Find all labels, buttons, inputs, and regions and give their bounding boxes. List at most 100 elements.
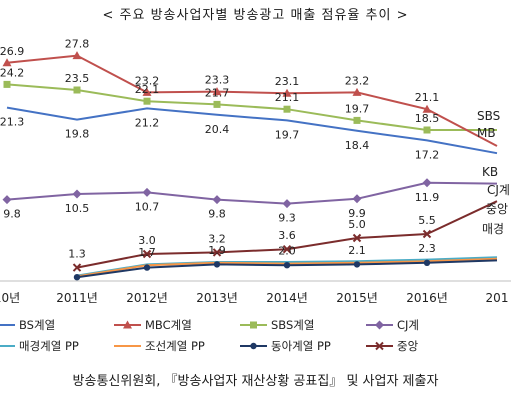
point-sbs <box>73 86 81 94</box>
point-sbs <box>353 116 361 124</box>
legend-label-cj: CJ계 <box>397 318 419 332</box>
data-label-mbc: 23.2 <box>345 74 370 87</box>
legend-label-donga: 동아계열 PP <box>271 339 331 353</box>
right-series-label: KB <box>482 165 498 179</box>
point-donga <box>353 261 361 268</box>
data-label-cj: 9.8 <box>208 208 226 221</box>
data-labels: 21.3 19.8 21.2 20.4 19.7 18.4 17.2 26.9 27.8 23.2… <box>0 38 439 261</box>
point-cj <box>422 178 432 188</box>
data-label-sbs: 21.7 <box>205 86 230 99</box>
point-donga <box>283 262 291 269</box>
legend-label-maekyung: 매경계열 PP <box>19 339 79 353</box>
chart-title: < 주요 방송사업자별 방송광고 매출 점유율 추이 > <box>102 8 409 23</box>
point-cj <box>352 194 362 204</box>
right-series-label: MB <box>477 126 496 140</box>
x-tick-label: 2015년 <box>336 291 378 305</box>
point-sbs <box>283 105 291 113</box>
series-lines <box>2 51 498 281</box>
point-mbc <box>142 87 152 96</box>
series-line-sbs <box>6 83 497 131</box>
point-mbc <box>282 88 292 97</box>
point-sbs <box>143 97 151 105</box>
data-label-chosun: 2.3 <box>418 242 436 255</box>
data-label-mbc: 23.2 <box>135 74 160 87</box>
data-label-cj: 9.3 <box>278 212 296 225</box>
legend-marker-cj <box>375 320 384 330</box>
data-label-kbs: 20.4 <box>205 123 230 136</box>
legend-marker-donga <box>250 342 257 350</box>
x-tick-label: 2011년 <box>56 291 98 305</box>
point-donga <box>143 264 151 271</box>
point-cj <box>72 189 82 199</box>
point-joongang <box>142 249 152 259</box>
data-label-kbs: 21.2 <box>135 116 160 129</box>
x-tick-label: 10년 <box>0 291 20 305</box>
x-tick-label: 2014년 <box>266 291 308 305</box>
data-label-cj: 9.9 <box>348 207 366 220</box>
series-line-mbc <box>6 54 498 147</box>
legend-label-sbs: SBS계열 <box>271 318 314 332</box>
data-label-kbs: 21.3 <box>0 116 24 129</box>
data-label-joongang: 3.6 <box>278 229 296 242</box>
source-note: 방송통신위원회, 『방송사업자 재산상황 공표집』 및 사업자 제출자 <box>72 374 439 389</box>
point-joongang <box>212 248 222 257</box>
data-label-mbc: 27.8 <box>65 38 90 51</box>
data-label-sbs: 18.5 <box>415 112 440 125</box>
data-label-joongang: 3.0 <box>138 234 156 247</box>
legend-marker-sbs <box>250 321 257 329</box>
point-sbs <box>423 126 431 134</box>
data-label-mbc: 21.1 <box>415 91 440 104</box>
data-label-kbs: 19.8 <box>65 128 90 141</box>
point-cj <box>282 199 292 209</box>
point-mbc <box>2 58 12 67</box>
legend-label-mbc: MBC계열 <box>145 318 192 332</box>
point-cj <box>142 187 152 197</box>
data-label-cj: 10.7 <box>135 200 160 213</box>
legend-label-chosun: 조선계열 PP <box>145 339 205 353</box>
data-label-sbs: 23.5 <box>65 72 90 85</box>
point-mbc <box>422 104 432 113</box>
x-tick-label: 201 <box>486 291 509 305</box>
data-label-chosun: 1.9 <box>208 244 226 257</box>
data-label-sbs: 19.7 <box>345 102 370 115</box>
point-donga <box>73 274 81 281</box>
data-label-joongang: 5.0 <box>348 218 366 231</box>
data-label-kbs: 18.4 <box>345 139 370 152</box>
legend-label-joongang: 중앙 <box>397 339 419 353</box>
series-line-cj <box>6 181 498 205</box>
data-label-sbs: 22.1 <box>135 83 160 96</box>
point-cj <box>2 195 12 205</box>
point-cj <box>212 195 222 205</box>
point-donga <box>213 261 221 268</box>
right-series-label: 중앙 <box>486 202 508 216</box>
data-label-sbs: 21.1 <box>275 91 300 104</box>
data-label-chosun: 2.0 <box>278 245 296 258</box>
x-axis: 10년 2011년 2012년 2013년 2014년 2015년 2016년 201 <box>0 280 511 305</box>
point-mbc <box>72 51 82 60</box>
data-label-joongang: 3.2 <box>208 232 226 245</box>
right-series-label: SBS <box>477 109 500 123</box>
legend-marker-mbc <box>123 320 132 329</box>
data-label-chosun: 2.1 <box>348 244 366 257</box>
data-label-mbc: 26.9 <box>0 45 24 58</box>
x-tick-label: 2016년 <box>406 291 448 305</box>
data-label-mbc: 23.3 <box>205 74 230 87</box>
right-series-label: CJ계 <box>487 183 510 197</box>
point-sbs <box>213 100 221 108</box>
data-label-mbc: 23.1 <box>275 75 300 88</box>
series-line-kbs <box>6 106 498 155</box>
point-joongang <box>72 263 82 272</box>
point-sbs <box>3 80 11 88</box>
data-label-kbs: 17.2 <box>415 148 440 161</box>
legend-marker-joongang <box>375 341 384 351</box>
data-label-kbs: 19.7 <box>275 128 300 141</box>
data-label-cj: 9.8 <box>3 208 21 221</box>
x-tick-label: 2012년 <box>126 291 168 305</box>
data-label-joongang: 5.5 <box>418 214 436 227</box>
point-donga <box>423 259 431 266</box>
data-label-cj: 11.9 <box>415 191 440 204</box>
point-joongang <box>422 229 432 239</box>
point-joongang <box>352 233 362 243</box>
